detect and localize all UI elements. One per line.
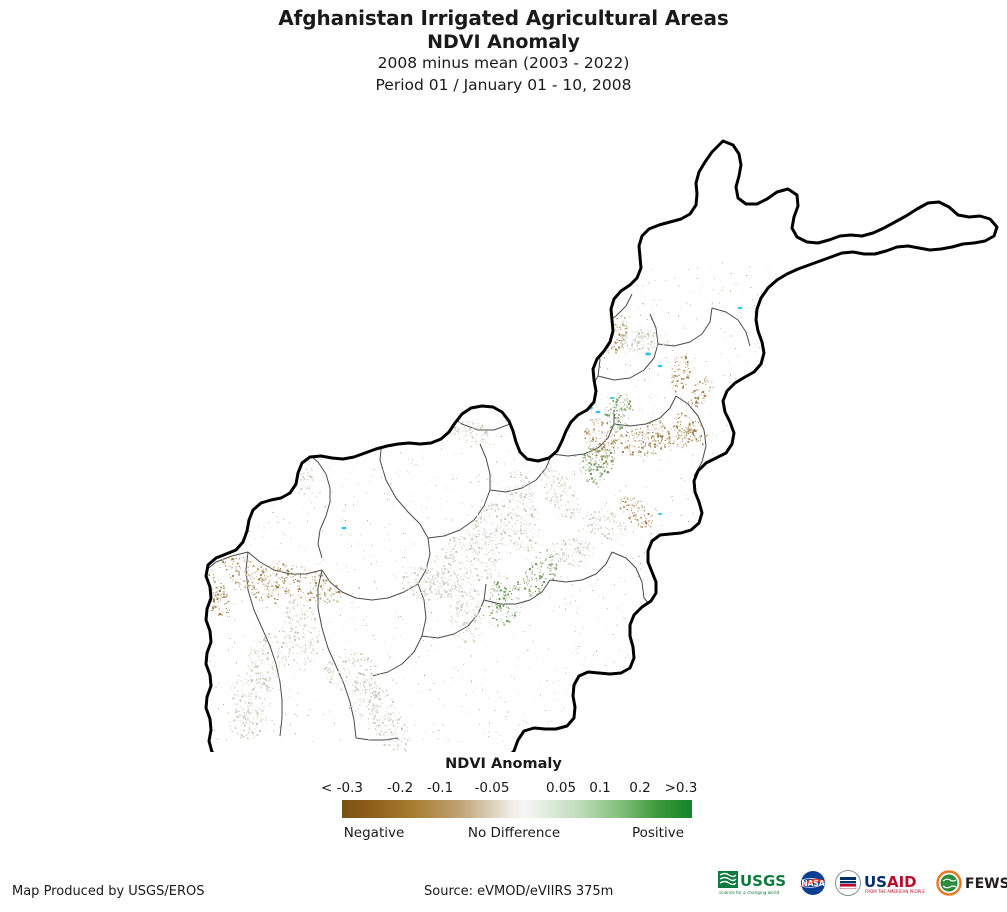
- national-border-stroke: [204, 139, 999, 752]
- legend-color-bar: [342, 800, 692, 818]
- usgs-logo[interactable]: USGS science for a changing world: [718, 868, 792, 898]
- province-boundary-5: [597, 313, 659, 381]
- title-block: Afghanistan Irrigated Agricultural Areas…: [0, 6, 1007, 95]
- province-boundary-16: [483, 579, 551, 605]
- map-canvas[interactable]: [0, 112, 1007, 752]
- footer-source: Source: eVMOD/eVIIRS 375m: [424, 884, 614, 899]
- province-boundary-6: [657, 307, 713, 347]
- page-title: Afghanistan Irrigated Agricultural Areas: [278, 6, 729, 30]
- province-boundary-34: [355, 737, 399, 741]
- province-boundary-31: [711, 307, 751, 347]
- water-body-4: [645, 352, 651, 356]
- province-boundary-14: [371, 583, 427, 677]
- water-body-5: [657, 364, 663, 368]
- province-boundary-7: [379, 439, 431, 585]
- afghanistan-map-svg[interactable]: [0, 112, 1007, 752]
- legend-title: NDVI Anomaly: [445, 756, 562, 772]
- legend-tick-2: -0.1: [426, 780, 454, 796]
- footer-producer: Map Produced by USGS/EROS: [12, 884, 205, 899]
- water-body-6: [610, 396, 614, 400]
- usaid-logo[interactable]: USAID FROM THE AMERICAN PEOPLE: [834, 868, 930, 898]
- legend-category-2: Positive: [631, 825, 685, 841]
- logo-strip: USGS science for a changing world NASA: [718, 866, 1007, 900]
- fewsnet-logo-mark: FEWS NET: [936, 870, 1007, 896]
- legend-category-labels: Negative No Difference Positive: [0, 824, 1007, 842]
- legend-tick-3: -0.05: [474, 780, 510, 796]
- legend-tick-0: < -0.3: [321, 780, 363, 796]
- province-boundary-21: [245, 551, 283, 737]
- nasa-logo-mark: NASA: [800, 871, 826, 895]
- legend-tick-6: 0.2: [629, 780, 651, 796]
- page-subtitle: NDVI Anomaly: [427, 31, 580, 53]
- province-boundary-22: [206, 551, 249, 573]
- legend-tick-1: -0.2: [386, 780, 414, 796]
- usaid-logo-mark: USAID FROM THE AMERICAN PEOPLE: [835, 870, 925, 896]
- title-baseline: 2008 minus mean (2003 - 2022): [377, 54, 630, 72]
- legend-category-1: No Difference: [467, 825, 561, 841]
- legend-tick-labels: < -0.3 -0.2 -0.1 -0.05 0.05 0.1 0.2 >0.3: [0, 780, 1007, 796]
- province-boundary-8: [427, 443, 491, 539]
- footer: Map Produced by USGS/EROS Source: eVMOD/…: [0, 862, 1007, 912]
- usgs-logo-mark: USGS science for a changing world: [718, 871, 786, 895]
- title-period: Period 01 / January 01 - 10, 2008: [375, 76, 632, 94]
- water-body-7: [341, 526, 347, 530]
- water-body-10: [737, 306, 743, 310]
- province-boundary-18: [611, 551, 645, 599]
- water-body-12: [658, 513, 662, 515]
- nasa-logo[interactable]: NASA: [798, 868, 828, 898]
- legend-tick-4: 0.05: [545, 780, 577, 796]
- province-boundary-20: [317, 569, 357, 739]
- legend-category-0: Negative: [343, 825, 405, 841]
- legend: NDVI Anomaly < -0.3 -0.2 -0.1 -0.05 0.05 0.1 0…: [0, 756, 1007, 856]
- fewsnet-logo[interactable]: FEWS NET: [936, 868, 1007, 898]
- legend-tick-5: 0.1: [589, 780, 611, 796]
- water-body-2: [595, 410, 601, 414]
- province-boundary-11: [613, 395, 677, 427]
- province-boundary-17: [549, 551, 613, 583]
- water-body-11: [915, 322, 921, 326]
- legend-tick-7: >0.3: [664, 780, 698, 796]
- province-boundary-13: [321, 569, 419, 601]
